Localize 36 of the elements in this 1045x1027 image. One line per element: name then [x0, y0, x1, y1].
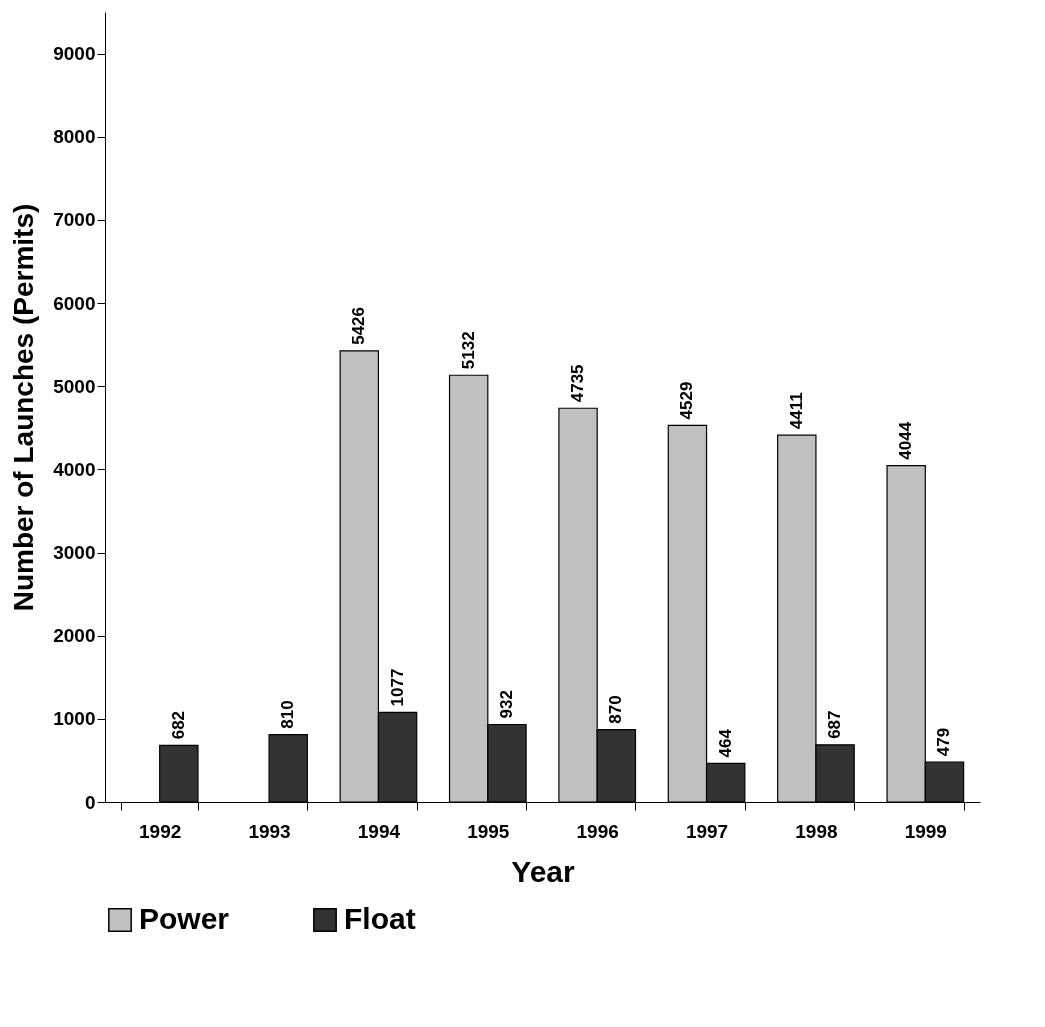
data-label: 4044: [896, 421, 916, 460]
y-tick-label: 9000: [53, 43, 96, 65]
x-tick-label: 1999: [904, 820, 947, 842]
data-label: 932: [496, 690, 516, 719]
data-label: 4411: [786, 392, 806, 430]
legend-label: Float: [344, 902, 416, 935]
y-tick-label: 3000: [53, 542, 96, 564]
y-axis-title: Number of Launches (Permits): [8, 203, 40, 612]
x-tick-label: 1995: [467, 820, 510, 842]
data-label: 687: [825, 710, 845, 739]
data-label: 682: [168, 710, 188, 740]
y-tick-label: 6000: [53, 292, 96, 314]
x-tick-label: 1997: [685, 820, 729, 842]
legend-label: Power: [139, 902, 230, 935]
y-tick-label: 2000: [53, 625, 96, 647]
data-label: 1077: [387, 668, 407, 707]
data-label: 4735: [568, 364, 588, 403]
y-tick-label: 5000: [53, 375, 96, 397]
data-label: 870: [606, 695, 626, 724]
data-label: 4529: [677, 381, 697, 420]
data-label: 810: [278, 700, 298, 729]
data-label: 5132: [458, 331, 478, 370]
y-tick-label: 0: [84, 791, 96, 813]
x-tick-label: 1996: [576, 820, 619, 842]
x-tick-label: 1994: [357, 820, 401, 842]
x-axis-title: Year: [511, 854, 576, 888]
data-label: 5426: [349, 306, 369, 345]
x-tick-label: 1998: [795, 820, 838, 842]
y-tick-label: 7000: [53, 209, 96, 231]
x-tick-label: 1992: [139, 820, 182, 842]
y-tick-label: 4000: [53, 458, 96, 480]
data-label: 464: [715, 728, 735, 758]
x-tick-label: 1993: [248, 820, 291, 842]
y-tick-label: 8000: [53, 126, 96, 148]
y-tick-label: 1000: [53, 708, 96, 730]
data-label: 479: [934, 727, 954, 757]
